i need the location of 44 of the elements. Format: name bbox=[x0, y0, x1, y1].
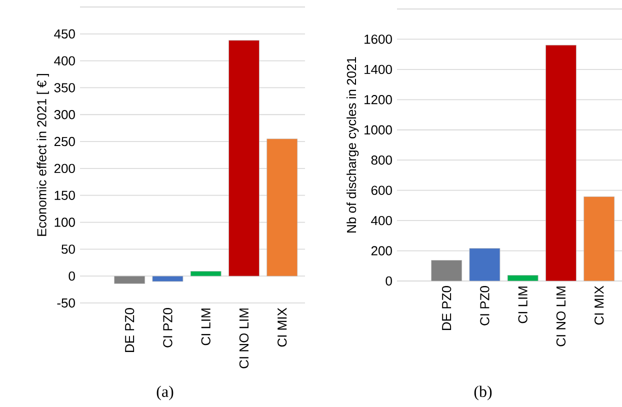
bar bbox=[114, 276, 146, 284]
bar bbox=[584, 196, 615, 282]
x-tick-label: DE PZ0 bbox=[442, 286, 452, 330]
y-tick-label: 200 bbox=[54, 164, 75, 174]
y-axis-title: Nb of discharge cycles in 2021 bbox=[346, 57, 359, 232]
bar bbox=[507, 275, 538, 282]
bar bbox=[546, 44, 576, 282]
y-tick-label: 50 bbox=[62, 244, 75, 254]
x-tick-label: CI LIM bbox=[201, 308, 210, 346]
x-tick-label: DE PZ0 bbox=[124, 308, 134, 352]
x-tick-label: CI LIM bbox=[518, 286, 528, 324]
y-tick-label: 200 bbox=[371, 246, 392, 256]
x-tick-label: CI NO LIM bbox=[556, 286, 566, 346]
y-tick-label: 1000 bbox=[364, 125, 392, 134]
bar bbox=[190, 271, 222, 276]
y-axis-title: Economic effect in 2021 [ € ] bbox=[36, 74, 49, 236]
y-tick-label: 350 bbox=[54, 83, 75, 92]
y-tick-label: 1400 bbox=[364, 64, 392, 74]
y-tick-label: 450 bbox=[54, 29, 75, 39]
y-tick-label: 600 bbox=[371, 186, 392, 195]
bar bbox=[469, 248, 500, 282]
y-tick-label: 400 bbox=[371, 216, 392, 226]
y-tick-label: 0 bbox=[68, 271, 75, 281]
text: (b) bbox=[474, 386, 492, 400]
bar bbox=[152, 276, 184, 282]
y-tick-label: 300 bbox=[54, 110, 75, 120]
y-tick-label: -50 bbox=[57, 298, 75, 308]
y-tick-label: 400 bbox=[54, 56, 75, 66]
bar bbox=[228, 40, 260, 276]
bar bbox=[266, 138, 298, 276]
y-tick-label: 250 bbox=[54, 136, 75, 146]
x-tick-label: CI MIX bbox=[278, 308, 287, 347]
x-tick-label: CI MIX bbox=[594, 286, 604, 325]
x-tick-label: CI NO LIM bbox=[239, 308, 249, 368]
y-tick-label: 150 bbox=[54, 190, 75, 200]
bar bbox=[431, 260, 462, 282]
y-tick-label: 0 bbox=[386, 276, 392, 286]
x-tick-label: CI PZ0 bbox=[480, 286, 490, 326]
y-tick-label: 1600 bbox=[364, 34, 392, 44]
x-tick-label: CI PZ0 bbox=[163, 308, 172, 348]
y-tick-label: 800 bbox=[371, 156, 392, 165]
text: (a) bbox=[156, 386, 174, 400]
y-tick-label: 100 bbox=[54, 218, 75, 227]
y-tick-label: 1200 bbox=[364, 95, 392, 104]
